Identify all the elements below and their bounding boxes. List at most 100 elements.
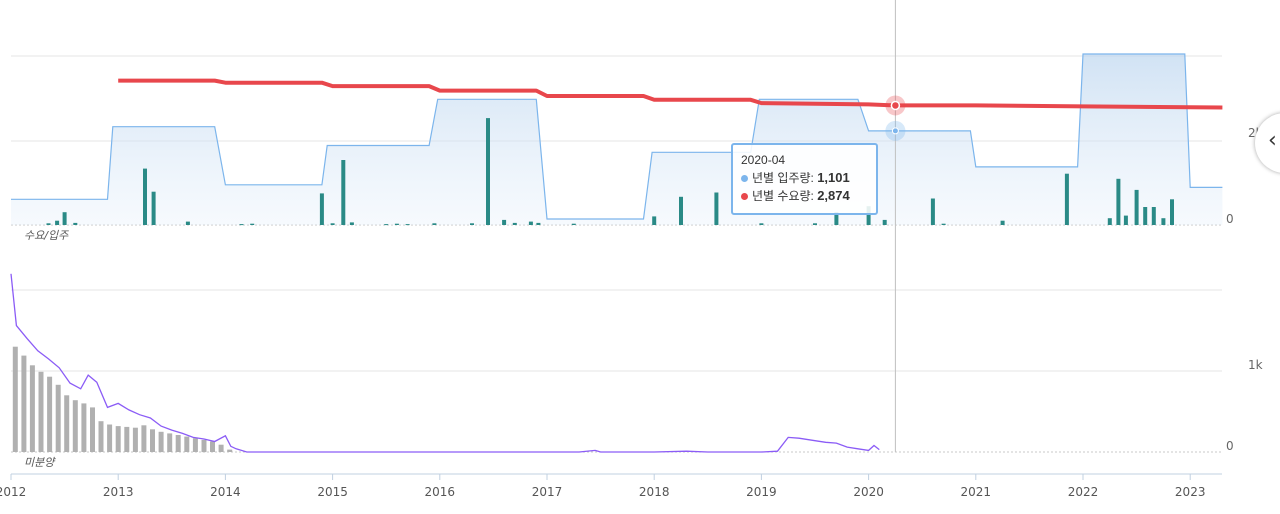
monthly-supply-bar (866, 206, 871, 225)
monthly-supply-bar (55, 220, 60, 225)
grid-layer (11, 55, 1222, 453)
unsold-bar (64, 395, 70, 452)
unsold-bar (218, 444, 224, 452)
demand-legend-dot (741, 193, 748, 201)
monthly-supply-bar (1116, 178, 1121, 225)
x-tick-label: 2021 (961, 485, 992, 499)
monthly-supply-bar (679, 196, 683, 225)
bar-layer (12, 118, 1174, 453)
tooltip-row-demand: 년별 수요량: 2,874 (741, 187, 876, 205)
x-tick-label: 2015 (317, 485, 348, 499)
tooltip-date: 2020-04 (741, 153, 786, 167)
monthly-supply-bar (486, 118, 490, 225)
monthly-supply-bar (930, 198, 935, 225)
monthly-supply-bar (470, 223, 474, 225)
tooltip-demand-value: 2,874 (817, 188, 850, 203)
x-tick-label: 2019 (746, 485, 777, 499)
monthly-supply-bar (1161, 218, 1166, 225)
top-ytick-label: 0 (1226, 212, 1234, 226)
x-tick-label: 2018 (639, 485, 670, 499)
monthly-supply-bar (405, 224, 410, 226)
monthly-supply-bar (536, 222, 541, 225)
x-tick-label: 2023 (1175, 485, 1206, 499)
top-panel-label: 수요/입주 (24, 229, 69, 242)
monthly-supply-bar (813, 223, 817, 225)
monthly-supply-bar (714, 192, 719, 225)
monthly-supply-bar (941, 223, 946, 225)
monthly-supply-bar (1107, 218, 1112, 225)
x-tick-label: 2013 (103, 485, 134, 499)
bottom-ytick-label: 0 (1226, 439, 1234, 453)
monthly-supply-bar (1000, 220, 1005, 225)
chart-tooltip: 2020-04 년별 입주량: 1,101 년별 수요량: 2,874 (731, 143, 878, 215)
monthly-supply-bar (571, 223, 576, 225)
monthly-supply-bar (185, 221, 190, 225)
tooltip-demand-label: 년별 수요량: (752, 189, 818, 203)
unsold-bar (227, 449, 233, 452)
unsold-bar (12, 346, 18, 452)
unsold-bar (55, 384, 61, 452)
unsold-bar (167, 433, 173, 452)
x-tick-label: 2020 (853, 485, 884, 499)
tooltip-row-supply: 년별 입주량: 1,101 (741, 169, 876, 187)
unsold-bar (175, 435, 181, 452)
monthly-supply-bar (528, 221, 533, 225)
unsold-bar (81, 403, 87, 452)
unsold-bar (72, 400, 78, 452)
x-tick-label: 2014 (210, 485, 241, 499)
monthly-supply-bar (394, 223, 399, 225)
monthly-supply-bar (432, 223, 437, 225)
unsold-bar (38, 371, 44, 452)
unsold-bar (132, 427, 138, 452)
tooltip-supply-value: 1,101 (817, 170, 850, 185)
monthly-supply-bar (652, 216, 657, 225)
monthly-supply-bar (834, 212, 839, 225)
x-tick-label: 2022 (1068, 485, 1099, 499)
unsold-bar (158, 431, 164, 453)
supply-area-fill (11, 54, 1223, 225)
unsold-bar (21, 355, 27, 452)
x-tick-label: 2017 (532, 485, 563, 499)
unsold-trend-line (10, 273, 880, 453)
monthly-supply-bar (502, 219, 507, 225)
unsold-bar (201, 439, 207, 453)
monthly-supply-bar (1151, 207, 1156, 225)
bottom-ytick-label: 1k (1248, 358, 1263, 372)
axis-layer: 수요/입주2k0미분양1k020122013201420152016201720… (0, 126, 1263, 499)
monthly-supply-bar (250, 223, 255, 225)
monthly-supply-bar (384, 224, 389, 226)
monthly-supply-bar (1143, 207, 1148, 225)
monthly-supply-bar (62, 212, 67, 225)
supply-legend-dot (741, 175, 748, 183)
unsold-bar (192, 438, 198, 452)
monthly-supply-bar (239, 224, 244, 226)
chevron-left-icon: ‹ (1268, 128, 1277, 153)
monthly-supply-bar (349, 222, 354, 225)
supply-area-layer (11, 53, 1223, 225)
unsold-bar (98, 421, 104, 452)
line-layer (10, 78, 1223, 453)
marker-layer[interactable] (885, 0, 906, 452)
unsold-bar (184, 436, 190, 452)
monthly-supply-bar (1134, 189, 1139, 225)
monthly-supply-bar (151, 191, 156, 225)
monthly-supply-bar (46, 223, 51, 225)
monthly-supply-bar (73, 222, 78, 225)
monthly-supply-bar (319, 193, 324, 225)
unsold-bar (47, 376, 53, 452)
x-tick-label: 2012 (0, 485, 26, 499)
monthly-supply-bar (759, 223, 764, 225)
monthly-supply-bar (1123, 215, 1128, 225)
monthly-supply-bar (341, 160, 346, 225)
supply-area-line (11, 53, 1223, 220)
tooltip-supply-label: 년별 입주량: (752, 171, 818, 185)
unsold-bar (29, 365, 35, 452)
monthly-supply-bar (1064, 173, 1069, 225)
supply-hover-marker (891, 127, 899, 135)
unsold-bar (115, 426, 121, 452)
monthly-supply-bar (143, 168, 147, 225)
unsold-bar (141, 425, 147, 452)
monthly-supply-bar (882, 219, 887, 225)
